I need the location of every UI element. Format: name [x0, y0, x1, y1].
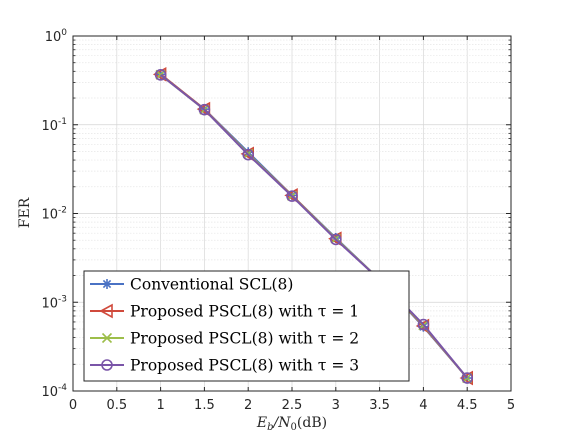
- legend-label: Proposed PSCL(8) with τ = 1: [130, 303, 359, 321]
- legend-box: [83, 270, 410, 382]
- tick-labels: 0 0.5 1 1.5 2 2.5 3 3.5 4 4.5 5 100 10-1 10-2 10-3 10-4: [41, 28, 515, 413]
- x-axis-label-var: E: [256, 415, 267, 431]
- legend-label: Proposed PSCL(8) with τ = 3: [130, 357, 359, 375]
- legend-label: Proposed PSCL(8) with τ = 2: [130, 330, 359, 348]
- x-tick-label: 1: [156, 398, 164, 413]
- legend-marker: [99, 303, 113, 319]
- x-tick-label: 0.5: [106, 398, 127, 413]
- legend-marker: [101, 332, 113, 344]
- data-point-s4-3: [242, 148, 254, 161]
- x-axis-label-slash-n: /N: [272, 415, 292, 431]
- data-point-s4-8: [461, 372, 474, 384]
- y-tick-label: 10-1: [41, 117, 67, 134]
- legend-item-4: Proposed PSCL(8) with τ = 3: [90, 357, 359, 375]
- x-tick-label: 2.5: [282, 398, 303, 413]
- x-tick-label: 0: [69, 398, 77, 413]
- legend-marker: [102, 279, 112, 289]
- ticks: [72, 35, 512, 392]
- data-point-s4-7: [417, 318, 430, 331]
- x-tick-label: 5: [507, 398, 515, 413]
- data-point-s4-5: [329, 233, 342, 246]
- data-point-s4-1: [154, 69, 167, 81]
- x-tick-label: 1.5: [194, 398, 215, 413]
- x-tick-label: 4: [419, 398, 427, 413]
- x-axis-label-sub-0: 0: [291, 422, 297, 433]
- x-tick-label: 3: [332, 398, 340, 413]
- x-axis-label-sub-b: b: [267, 422, 273, 433]
- x-tick-label: 2: [244, 398, 252, 413]
- legend-marker: [101, 359, 113, 371]
- legend-item-3: Proposed PSCL(8) with τ = 2: [90, 330, 359, 348]
- y-axis-label: FER: [17, 197, 33, 228]
- legend-item-2: Proposed PSCL(8) with τ = 1: [90, 303, 359, 321]
- x-axis-label-unit: (dB): [297, 415, 327, 431]
- legend-items: Conventional SCL(8) Proposed PSCL(8) with…: [90, 276, 359, 375]
- series-line-4: [159, 74, 468, 379]
- data-point-s4-4: [286, 190, 298, 202]
- x-tick-label: 4.5: [457, 398, 478, 413]
- legend: Conventional SCL(8) Proposed PSCL(8) with…: [83, 270, 410, 382]
- y-tick-label: 100: [45, 28, 68, 45]
- x-axis-label: Eb/N0(dB): [256, 415, 327, 433]
- y-tick-label: 10-3: [41, 294, 67, 311]
- legend-label: Conventional SCL(8): [130, 276, 293, 294]
- x-tick-label: 3.5: [369, 398, 390, 413]
- y-tick-label: 10-2: [41, 206, 67, 223]
- data-point-s4-2: [198, 103, 211, 116]
- y-tick-label: 10-4: [41, 383, 67, 400]
- legend-item-1: Conventional SCL(8): [90, 276, 293, 294]
